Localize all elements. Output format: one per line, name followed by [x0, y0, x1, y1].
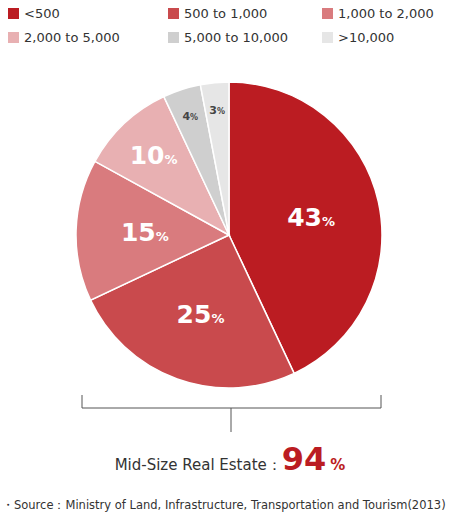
- bracket: [82, 395, 381, 432]
- legend-swatch: [8, 32, 19, 43]
- data-label-unit: %: [211, 311, 224, 326]
- legend-swatch: [322, 32, 333, 43]
- data-label-unit: %: [217, 107, 225, 116]
- data-label-unit: %: [190, 113, 198, 122]
- legend-swatch: [168, 32, 179, 43]
- data-label-number: 25: [177, 300, 212, 329]
- annotation: Mid-Size Real Estate：94%: [115, 440, 346, 478]
- legend-label: 2,000 to 5,000: [24, 30, 120, 45]
- annotation-unit: %: [330, 456, 345, 474]
- pie: [76, 82, 382, 388]
- data-label-number: 10: [130, 141, 165, 170]
- data-label-number: 3: [209, 104, 217, 117]
- source: ・Source：Ministry of Land, Infrastructure…: [2, 498, 446, 512]
- data-label: 10%: [130, 141, 178, 170]
- annotation-label: Mid-Size Real Estate：: [115, 456, 282, 474]
- legend-swatch: [322, 8, 333, 19]
- legend-label: 1,000 to 2,000: [338, 6, 434, 21]
- data-label-unit: %: [322, 214, 335, 229]
- data-label: 3%: [209, 104, 225, 117]
- legend-label: 5,000 to 10,000: [184, 30, 288, 45]
- legend-label: 500 to 1,000: [184, 6, 267, 21]
- annotation-value: 94%: [282, 440, 346, 478]
- data-label: 25%: [177, 300, 225, 329]
- chart: <500 500 to 1,000 1,000 to 2,000 2,000 to 5…: [0, 0, 461, 517]
- data-label: 4%: [182, 110, 198, 123]
- data-label-unit: %: [156, 229, 169, 244]
- legend-label: <500: [24, 6, 60, 21]
- pie-slice: [200, 82, 229, 235]
- legend-swatch: [8, 8, 19, 19]
- data-label-number: 43: [287, 203, 322, 232]
- legend-swatch: [168, 8, 179, 19]
- data-label: 43%: [287, 203, 335, 232]
- legend-label: >10,000: [338, 30, 394, 45]
- data-label: 15%: [121, 218, 169, 247]
- annotation-number: 94: [282, 440, 327, 478]
- data-label-number: 15: [121, 218, 156, 247]
- data-label-unit: %: [164, 152, 177, 167]
